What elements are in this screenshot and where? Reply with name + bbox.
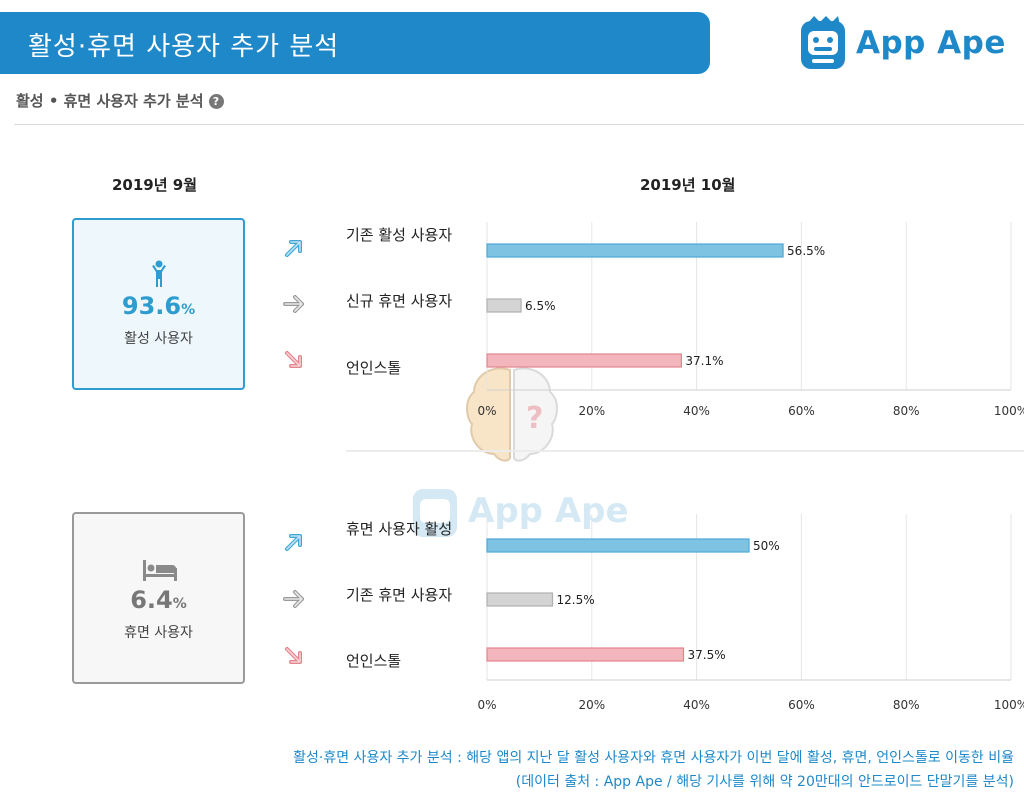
prev-month-label: 2019년 9월 xyxy=(112,176,198,194)
bar-value-label: 37.5% xyxy=(688,648,726,662)
bar-value-label: 37.1% xyxy=(685,354,723,368)
header-divider xyxy=(14,124,1024,125)
dormant-percent: 6.4% xyxy=(130,586,187,614)
active-percent: 93.6% xyxy=(121,292,196,320)
bar xyxy=(486,353,683,368)
transition-chart-active: 0% 20% 40% 60% 80% 100% 56.5% 6.5% 37.1% xyxy=(477,222,1024,418)
x-tick-label: 20% xyxy=(578,404,605,418)
app-ape-watermark: App Ape xyxy=(410,483,629,543)
transition-chart-dormant: 0% 20% 40% 60% 80% 100% 50% 12.5% 37.5% xyxy=(477,514,1024,712)
x-tick-label: 0% xyxy=(477,698,496,712)
x-tick-label: 100% xyxy=(994,404,1024,418)
bar xyxy=(486,647,685,662)
header-banner: 활성·휴면 사용자 추가 분석 xyxy=(0,12,710,74)
page-title: 활성·휴면 사용자 추가 분석 xyxy=(28,32,340,62)
x-tick-label: 0% xyxy=(477,404,496,418)
help-icon[interactable]: ? xyxy=(208,94,224,109)
category-label: 언인스톨 xyxy=(346,652,402,670)
category-label: 기존 활성 사용자 xyxy=(346,226,453,244)
category-label: 휴면 사용자 활성 xyxy=(346,520,453,538)
watermark-text: App Ape xyxy=(468,491,629,531)
section-separator xyxy=(346,450,1024,452)
bar xyxy=(486,592,554,607)
x-tick-label: 100% xyxy=(994,698,1024,712)
x-tick-label: 40% xyxy=(683,404,710,418)
bar xyxy=(486,298,522,313)
x-tick-label: 80% xyxy=(893,698,920,712)
section-subheader: 활성 • 휴면 사용자 추가 분석? xyxy=(16,90,224,111)
arrow-right-icon xyxy=(283,590,304,608)
standing-person-icon xyxy=(152,260,166,287)
category-label: 신규 휴면 사용자 xyxy=(346,292,453,310)
dormant-label: 휴면 사용자 xyxy=(124,625,193,641)
curr-month-label: 2019년 10월 xyxy=(640,176,736,194)
x-tick-label: 60% xyxy=(788,404,815,418)
bar xyxy=(486,538,750,553)
dormant-users-box: 6.4% 휴면 사용자 xyxy=(72,512,245,684)
arrow-up-right-icon xyxy=(285,240,302,257)
x-tick-label: 80% xyxy=(893,404,920,418)
arrow-down-right-icon xyxy=(285,351,302,368)
category-label: 기존 휴면 사용자 xyxy=(346,586,453,604)
active-users-box: 93.6% 활성 사용자 xyxy=(72,218,245,390)
app-ape-logo: App Ape xyxy=(800,15,1010,71)
brain-watermark-icon: ? xyxy=(466,367,558,462)
ape-face-icon xyxy=(801,16,845,69)
arrow-down-right-icon xyxy=(285,647,302,664)
x-tick-label: 20% xyxy=(578,698,605,712)
subheader-text: 활성 • 휴면 사용자 추가 분석 xyxy=(16,92,204,110)
bar-value-label: 12.5% xyxy=(557,593,595,607)
x-tick-label: 40% xyxy=(683,698,710,712)
active-label: 활성 사용자 xyxy=(124,331,193,347)
x-tick-label: 60% xyxy=(788,698,815,712)
bar-value-label: 50% xyxy=(753,539,780,553)
bar xyxy=(486,243,784,258)
category-label: 언인스톨 xyxy=(346,359,402,377)
bar-value-label: 6.5% xyxy=(525,299,556,313)
footnote-description: 활성·휴면 사용자 추가 분석 : 해당 앱의 지난 달 활성 사용자와 휴면 … xyxy=(293,750,1014,766)
ape-face-watermark-icon xyxy=(413,489,457,537)
arrow-right-icon xyxy=(283,295,304,313)
bar-value-label: 56.5% xyxy=(787,244,825,258)
arrow-up-right-icon xyxy=(285,534,302,551)
logo-text: App Ape xyxy=(856,25,1006,61)
svg-text:?: ? xyxy=(526,401,543,436)
footnote-source: (데이터 출처 : App Ape / 해당 기사를 위해 약 20만대의 안드… xyxy=(515,774,1014,790)
bed-icon xyxy=(143,560,177,581)
